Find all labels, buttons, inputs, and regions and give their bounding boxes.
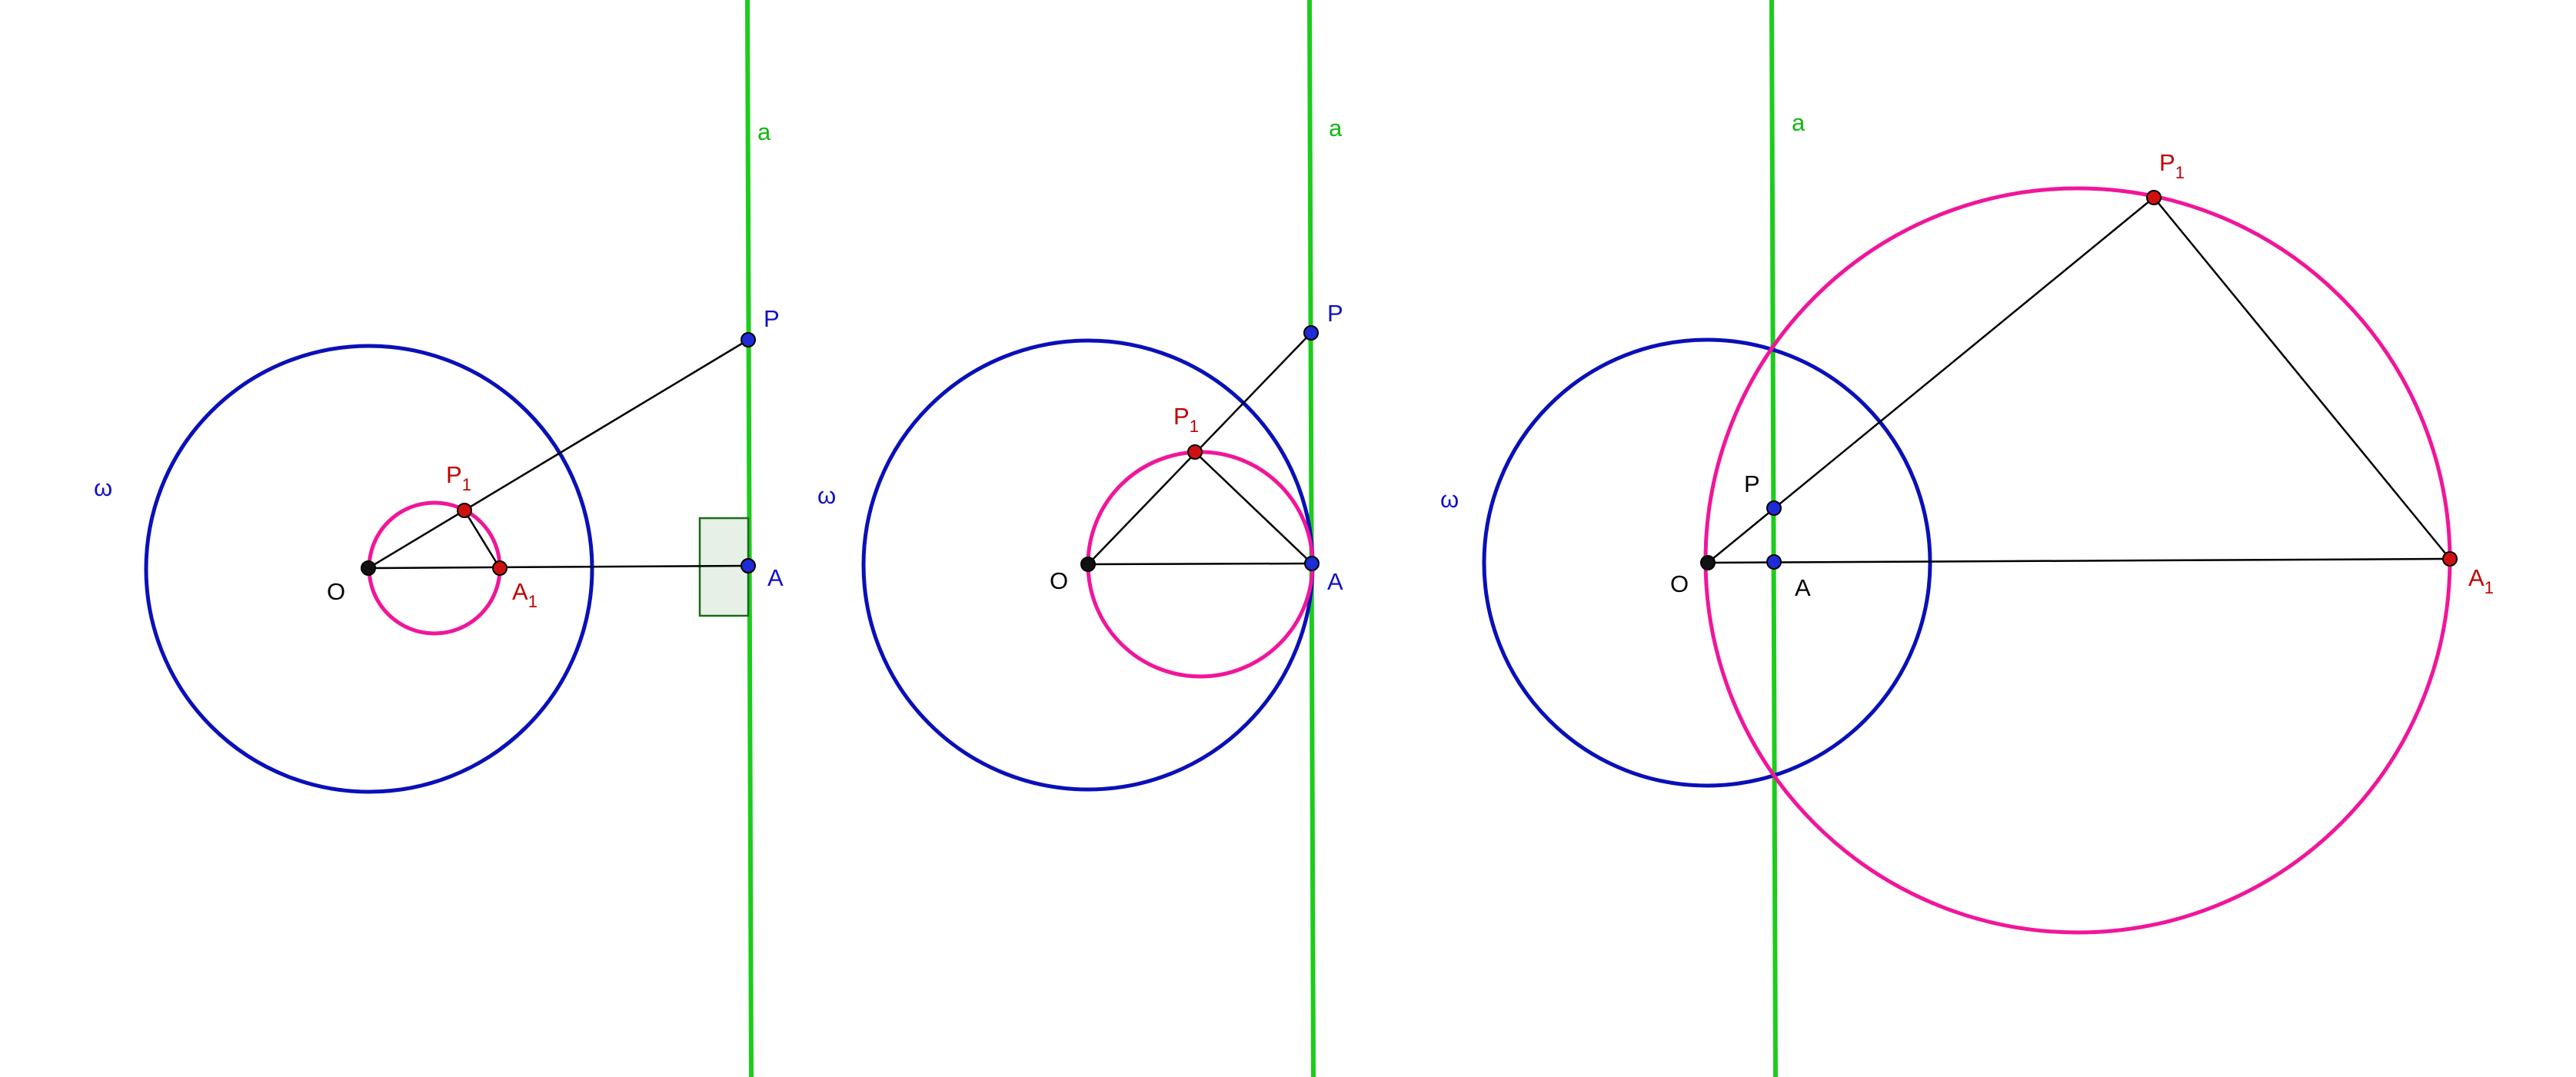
segment-O-P1 xyxy=(1707,197,2155,563)
segment-O-A1 xyxy=(1707,557,2451,564)
label-A: A xyxy=(1327,568,1343,595)
point-P1 xyxy=(1187,444,1203,460)
point-A xyxy=(741,558,756,573)
label-O: O xyxy=(1670,570,1689,597)
point-A xyxy=(1304,556,1320,571)
label-A1-main: A xyxy=(512,578,528,605)
panel-3: a ω O P A P1 A1 xyxy=(1440,0,2494,1077)
label-omega: ω xyxy=(94,474,112,501)
label-line-a: a xyxy=(1792,109,1806,136)
panel-1: a ω O P A P1 A1 xyxy=(94,0,784,1077)
label-P: P xyxy=(1744,470,1760,497)
point-O xyxy=(361,560,376,576)
label-omega: ω xyxy=(817,482,836,509)
label-P1-main: P xyxy=(1173,403,1190,430)
label-O: O xyxy=(1050,567,1068,594)
circle-omega xyxy=(1482,337,1932,788)
label-P: P xyxy=(1327,300,1343,327)
label-P1-sub: 1 xyxy=(1190,417,1199,436)
segment-O-A xyxy=(368,564,749,570)
segment-O-A xyxy=(1087,562,1313,566)
panel-2: a ω O P A P1 xyxy=(817,0,1343,1077)
point-P xyxy=(1303,325,1319,341)
line-a xyxy=(745,0,754,1077)
label-O: O xyxy=(327,578,345,605)
point-O xyxy=(1700,555,1716,570)
label-A1: A1 xyxy=(2468,564,2494,597)
label-P1: P1 xyxy=(2159,149,2185,182)
label-P: P xyxy=(764,305,780,332)
segment-O-P xyxy=(368,338,749,570)
label-A: A xyxy=(1795,574,1811,601)
label-A1-sub: 1 xyxy=(528,592,537,611)
point-P1 xyxy=(2146,190,2162,205)
point-A xyxy=(1766,554,1782,570)
point-P1 xyxy=(457,503,472,518)
segment-P1-A xyxy=(1194,451,1313,564)
segment-P1-A1 xyxy=(463,510,501,569)
label-P1: P1 xyxy=(1173,403,1199,436)
point-A1 xyxy=(2442,551,2458,567)
label-P1-sub: 1 xyxy=(2175,163,2185,182)
label-P1-main: P xyxy=(2159,149,2175,176)
point-P xyxy=(1766,500,1782,516)
point-P xyxy=(741,332,756,347)
label-line-a: a xyxy=(757,118,771,145)
segment-P1-A1 xyxy=(2153,197,2451,560)
label-A1: A1 xyxy=(512,578,537,611)
line-a xyxy=(1769,0,1778,1077)
point-O xyxy=(1080,557,1096,572)
label-line-a: a xyxy=(1329,115,1343,141)
label-P1-main: P xyxy=(446,461,462,488)
label-A: A xyxy=(767,564,784,591)
circle-omega xyxy=(144,344,594,794)
label-P1-sub: 1 xyxy=(462,475,471,494)
label-A1-main: A xyxy=(2468,564,2484,591)
point-A1 xyxy=(492,560,508,576)
label-omega: ω xyxy=(1440,486,1459,513)
label-P1: P1 xyxy=(446,461,471,494)
label-A1-sub: 1 xyxy=(2484,578,2494,597)
